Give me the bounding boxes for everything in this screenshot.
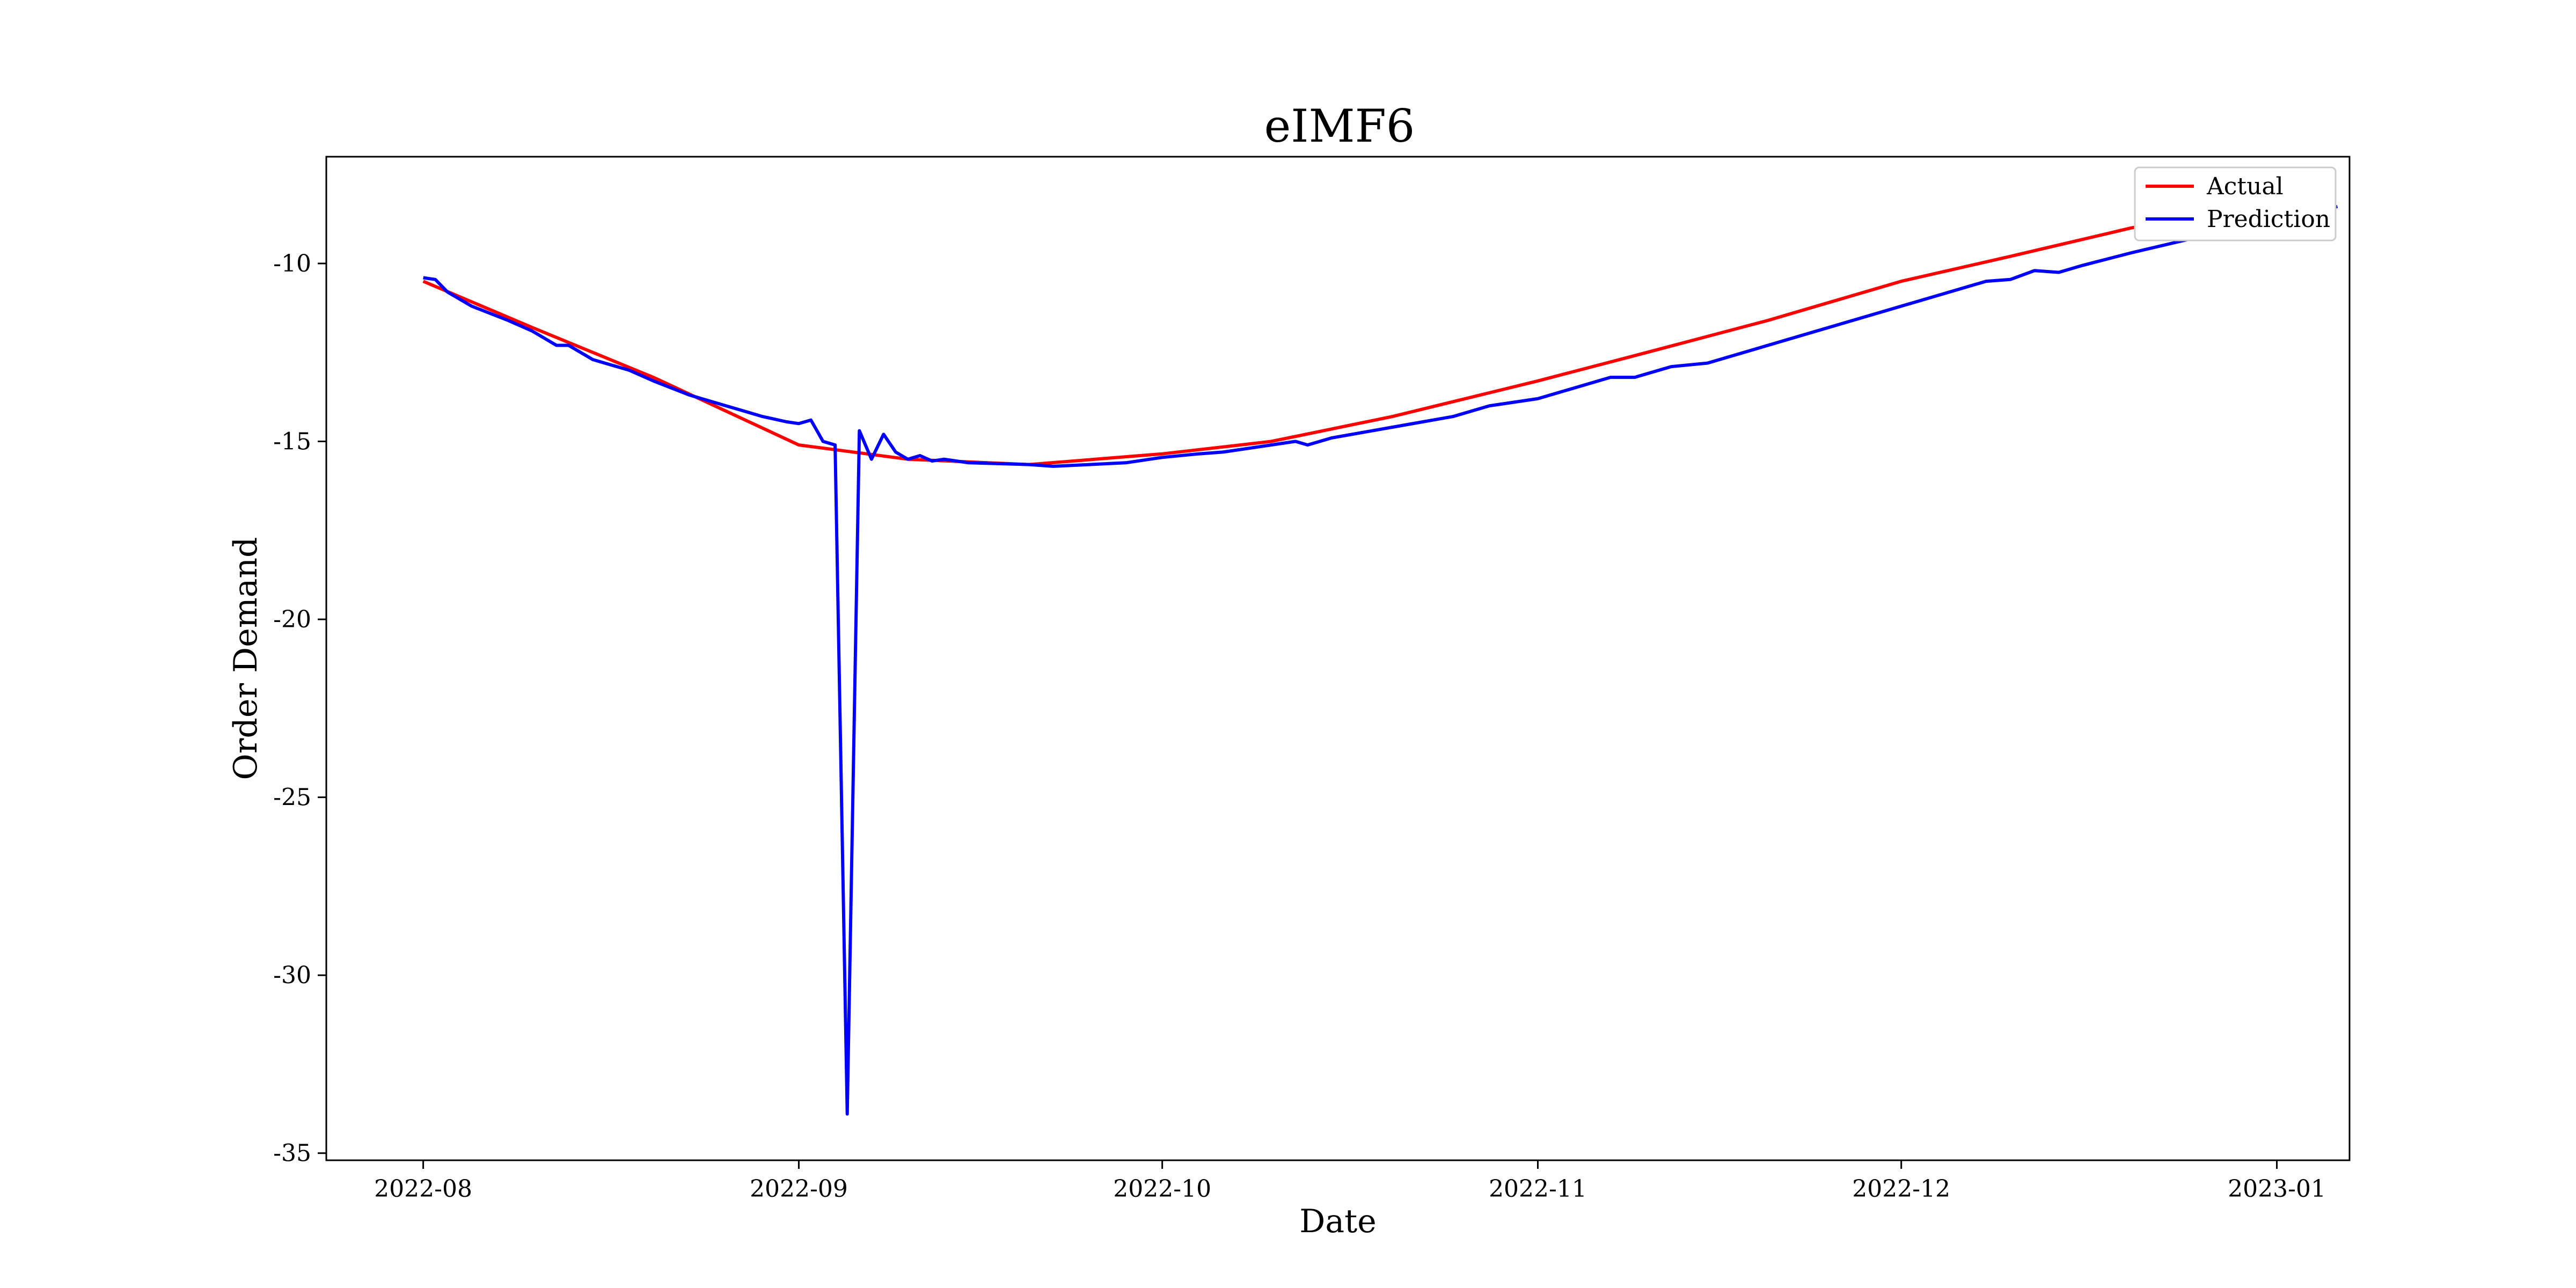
x-axis-label: Date — [1299, 1203, 1377, 1240]
series-layer — [422, 201, 2338, 1116]
series-line-actual — [422, 201, 2278, 466]
y-tick-label: -10 — [273, 250, 311, 277]
y-tick-label: -30 — [273, 962, 311, 989]
plot-frame — [325, 156, 2351, 1161]
plot-area — [325, 156, 2351, 1161]
legend-label-prediction: Prediction — [2207, 206, 2330, 233]
x-tick-label: 2023-01 — [2228, 1175, 2326, 1203]
y-axis-label: Order Demand — [227, 537, 265, 780]
x-tick-label: 2022-08 — [374, 1175, 472, 1203]
x-tick-label: 2022-09 — [750, 1175, 848, 1203]
legend-label-actual: Actual — [2206, 173, 2284, 200]
y-tick-label: -20 — [273, 606, 311, 633]
y-axis: -10 -15 -20 -25 -30 -35 — [273, 250, 326, 1167]
legend: Actual Prediction — [2134, 166, 2337, 241]
x-tick-label: 2022-10 — [1113, 1175, 1211, 1203]
series-line-prediction — [423, 204, 2338, 1116]
x-tick-label: 2022-11 — [1489, 1175, 1587, 1203]
y-tick-label: -15 — [273, 428, 311, 455]
chart-title: eIMF6 — [1264, 100, 1415, 152]
x-axis: 2022-08 2022-09 2022-10 2022-11 2022-12 2023-… — [374, 1160, 2326, 1203]
y-tick-label: -35 — [273, 1140, 311, 1167]
x-tick-label: 2022-12 — [1852, 1175, 1950, 1203]
y-tick-label: -25 — [273, 784, 311, 811]
